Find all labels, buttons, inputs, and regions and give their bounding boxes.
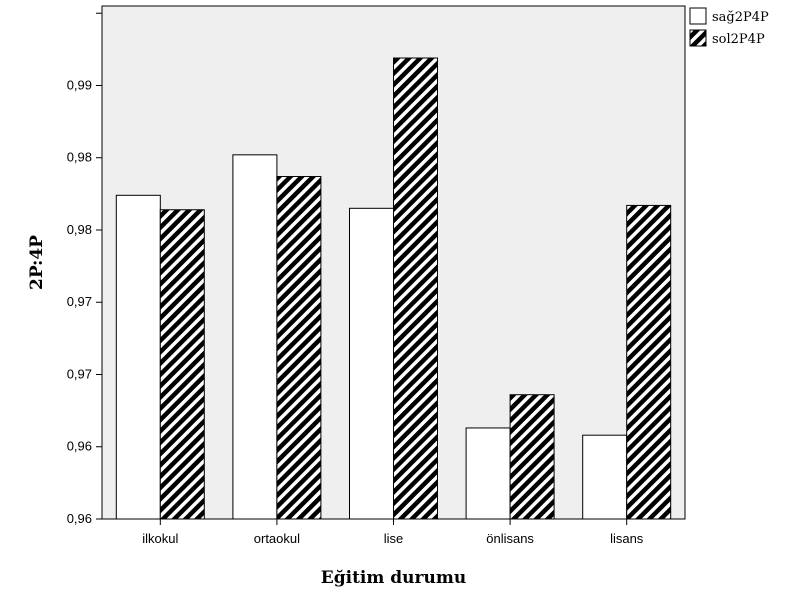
y-tick-label: 0,96 [67, 511, 92, 526]
x-tick-label: ilkokul [142, 531, 178, 546]
legend-swatch-sol2P4P [689, 29, 707, 47]
bar-sol2P4P-lisans [626, 204, 672, 520]
bar-sol2P4P-ilkokul [159, 209, 205, 520]
legend-label: sağ2P4P [712, 10, 769, 25]
bars-group [115, 57, 672, 520]
y-tick-label: 0,97 [67, 294, 92, 309]
y-tick-label: 0,98 [67, 222, 92, 237]
y-axis: 0,96 0,96 0,97 0,97 0,98 0,98 0,99 [67, 6, 103, 526]
x-tick-label: lisans [610, 531, 644, 546]
bar-sağ2P4P-ortaokul [232, 154, 278, 520]
bar-sol2P4P-lise [393, 57, 438, 520]
y-tick-label: 0,99 [67, 77, 92, 92]
y-tick-label: 0,97 [67, 366, 92, 381]
legend-swatch-sağ2P4P [689, 7, 707, 25]
y-tick-label: 0,98 [67, 150, 92, 165]
bar-sağ2P4P-lise [349, 207, 394, 520]
x-axis-label: Eğitim durumu [321, 568, 466, 588]
bar-sağ2P4P-lisans [582, 434, 628, 520]
bar-sol2P4P-ortaokul [276, 176, 322, 520]
x-tick-label: lise [384, 531, 404, 546]
y-axis-label: 2P:4P [27, 235, 47, 290]
x-tick-label: ortaokul [254, 531, 300, 546]
legend: sağ2P4P sol2P4P [689, 7, 769, 47]
x-tick-label: önlisans [486, 531, 534, 546]
bar-sağ2P4P-ilkokul [115, 194, 161, 520]
legend-label: sol2P4P [712, 32, 765, 47]
bar-sol2P4P-önlisans [509, 394, 555, 520]
y-tick-label: 0,96 [67, 439, 92, 454]
x-axis: ilkokul ortaokul lise önlisans lisans [102, 518, 685, 546]
bar-sağ2P4P-önlisans [465, 427, 511, 520]
